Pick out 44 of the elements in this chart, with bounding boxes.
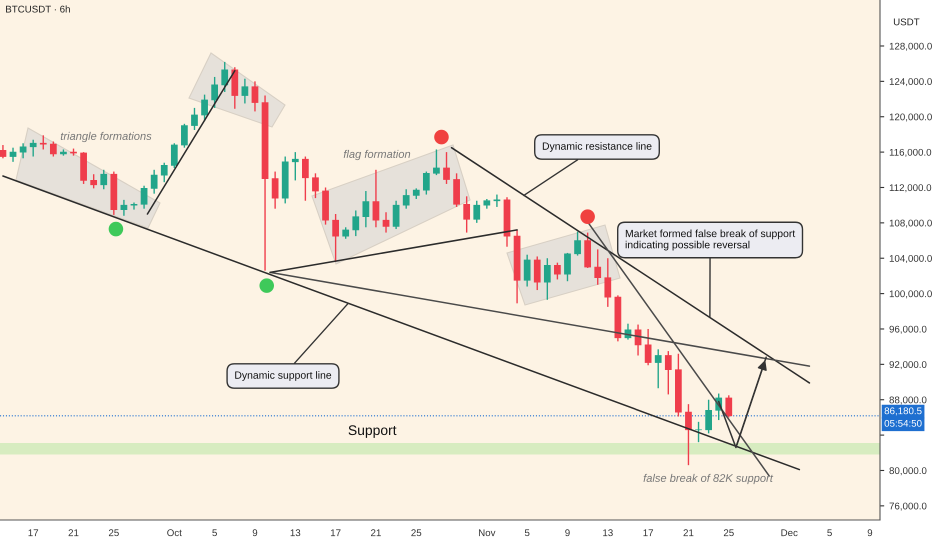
x-tick-label: 25 — [724, 529, 734, 536]
x-tick-label: 17 — [643, 529, 654, 536]
x-tick-label: 25 — [108, 529, 119, 536]
annotation: Market formed false break of support indicating possible reversal — [626, 230, 796, 250]
annotation: flag formation — [344, 150, 410, 160]
text: 05:54:50 — [884, 420, 922, 427]
y-tick-label: 92,000.0 — [889, 361, 926, 370]
y-tick-label: 80,000.0 — [889, 467, 926, 476]
x-tick-label: 13 — [603, 529, 613, 536]
x-tick-label: 13 — [290, 529, 300, 536]
x-tick-label: 9 — [868, 529, 872, 536]
x-tick-label: 25 — [411, 529, 422, 536]
x-tick-label: Dec — [781, 529, 798, 536]
y-tick-label: 120,000.0 — [890, 113, 932, 122]
x-tick-label: 5 — [212, 529, 217, 536]
x-tick-label: 21 — [68, 529, 78, 536]
ref-line-label: 86,180.5 — [884, 407, 922, 416]
x-tick-label: 9 — [252, 529, 258, 536]
annotation: Dynamic support line — [235, 371, 332, 381]
x-tick-label: Oct — [167, 529, 182, 536]
x-tick-label: 5 — [827, 529, 832, 536]
y-axis-title: USDT — [894, 18, 920, 26]
y-tick-label: 100,000.0 — [890, 290, 932, 298]
x-tick-label: 17 — [28, 529, 38, 536]
x-tick-label: 9 — [565, 529, 570, 536]
band-label: Support — [348, 425, 396, 438]
y-tick-label: 128,000.0 — [890, 42, 932, 51]
y-tick-label: 104,000.0 — [890, 254, 932, 263]
y-tick-label: 124,000.0 — [890, 78, 932, 86]
y-tick-label: 76,000.0 — [890, 502, 926, 511]
y-tick-label: 112,000.0 — [890, 184, 932, 192]
x-tick-label: Nov — [478, 529, 496, 536]
annotation: Dynamic resistance line — [542, 142, 652, 152]
annotation: false break of 82K support — [644, 474, 774, 484]
x-tick-label: 21 — [371, 529, 381, 536]
chart-title: BTCUSDT · 6h — [6, 5, 70, 13]
x-tick-label: 17 — [330, 529, 341, 536]
y-tick-label: 96,000.0 — [889, 326, 926, 334]
y-tick-label: 88,000.0 — [889, 396, 926, 404]
annotation: triangle formations — [60, 132, 152, 142]
x-tick-label: 5 — [524, 529, 530, 536]
y-tick-label: 108,000.0 — [890, 220, 932, 228]
y-tick-label: 116,000.0 — [890, 148, 932, 157]
x-tick-label: 21 — [684, 529, 694, 536]
